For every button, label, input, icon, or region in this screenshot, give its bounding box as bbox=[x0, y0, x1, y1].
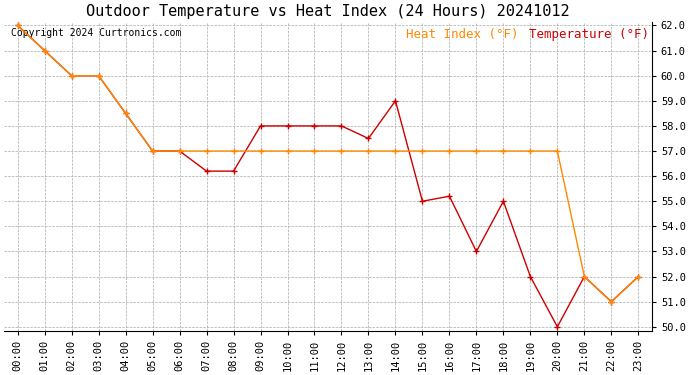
Text: Heat Index (°F): Heat Index (°F) bbox=[406, 28, 518, 41]
Text: Copyright 2024 Curtronics.com: Copyright 2024 Curtronics.com bbox=[10, 28, 181, 38]
Text: Temperature (°F): Temperature (°F) bbox=[529, 28, 649, 41]
Title: Outdoor Temperature vs Heat Index (24 Hours) 20241012: Outdoor Temperature vs Heat Index (24 Ho… bbox=[86, 4, 570, 19]
